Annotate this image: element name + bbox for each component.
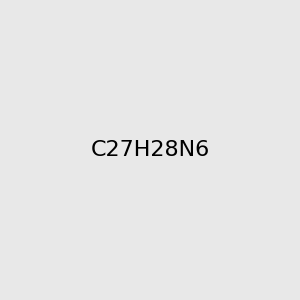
Text: C27H28N6: C27H28N6	[90, 140, 210, 160]
